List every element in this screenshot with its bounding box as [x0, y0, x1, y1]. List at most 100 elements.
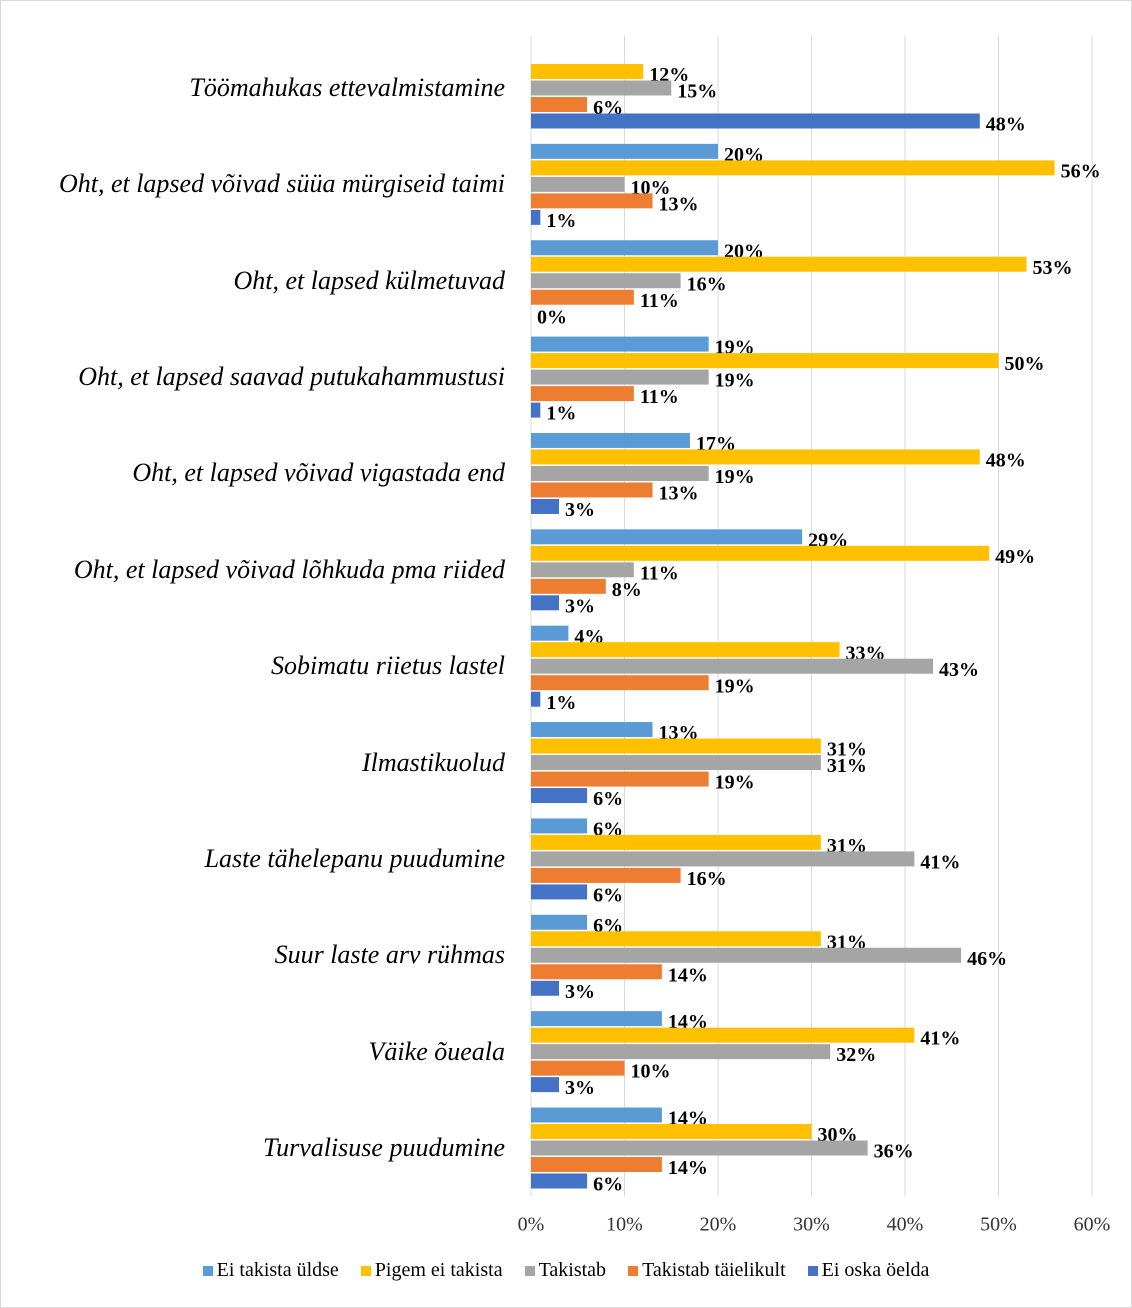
- legend-swatch: [628, 1265, 639, 1276]
- bar: [531, 1044, 831, 1060]
- bar: [531, 1107, 662, 1123]
- legend-swatch: [524, 1265, 535, 1276]
- bar: [531, 465, 709, 481]
- x-tick-label: 50%: [980, 1214, 1017, 1236]
- bar: [531, 336, 709, 352]
- legend-swatch: [807, 1265, 818, 1276]
- legend: Ei takista üldse Pigem ei takista Takistab…: [1, 1259, 1131, 1282]
- data-label: 31%: [827, 755, 867, 777]
- bar: [531, 931, 821, 947]
- data-label: 53%: [1033, 257, 1073, 279]
- category-label: Töömahukas ettevalmistamine: [189, 73, 505, 102]
- x-tick-label: 20%: [700, 1214, 737, 1236]
- bar: [531, 1140, 868, 1156]
- bar: [531, 771, 709, 787]
- bar: [531, 529, 803, 545]
- x-tick-label: 0%: [518, 1214, 545, 1236]
- bar: [531, 402, 541, 418]
- data-label: 31%: [827, 739, 867, 761]
- x-tick-label: 60%: [1074, 1214, 1111, 1236]
- legend-label: Ei oska öelda: [821, 1259, 930, 1281]
- data-label: 1%: [546, 692, 576, 714]
- category-label: Turvalisuse puudumine: [263, 1133, 505, 1162]
- category-label: Oht, et lapsed võivad vigastada end: [132, 458, 505, 488]
- data-label: 10%: [631, 1061, 671, 1083]
- data-label: 3%: [565, 1077, 595, 1099]
- bar: [531, 595, 560, 611]
- data-label: 41%: [920, 852, 960, 874]
- data-label: 6%: [593, 788, 623, 810]
- bar: [531, 788, 588, 804]
- bar: [531, 1173, 588, 1189]
- bar: [531, 386, 634, 402]
- bar: [531, 980, 560, 996]
- legend-item: Takistab täielikult: [628, 1259, 786, 1282]
- data-label: 11%: [640, 290, 679, 312]
- data-label: 32%: [836, 1044, 876, 1066]
- bar: [531, 482, 653, 498]
- bar: [531, 562, 634, 578]
- bar: [531, 113, 980, 129]
- bar: [531, 658, 934, 674]
- category-label: Oht, et lapsed saavad putukahammustusi: [78, 362, 505, 392]
- bar: [531, 193, 653, 209]
- bar: [531, 691, 541, 707]
- data-label: 1%: [546, 403, 576, 425]
- category-label: Väike õueala: [368, 1036, 505, 1066]
- bar: [531, 675, 709, 691]
- category-label: Sobimatu riietus lastel: [271, 651, 505, 681]
- legend-swatch: [202, 1265, 213, 1276]
- bar: [531, 1060, 625, 1076]
- bar: [531, 964, 662, 980]
- bar: [531, 642, 840, 658]
- data-label: 19%: [715, 466, 755, 488]
- category-label: Suur laste arv rühmas: [274, 940, 505, 970]
- data-label: 19%: [715, 675, 755, 697]
- data-label: 6%: [593, 885, 623, 907]
- data-label: 11%: [640, 562, 679, 584]
- bar: [531, 80, 672, 96]
- legend-item: Ei takista üldse: [202, 1259, 339, 1282]
- data-label: 43%: [939, 659, 979, 681]
- data-label: 19%: [715, 370, 755, 392]
- data-label: 49%: [995, 546, 1035, 568]
- data-label: 14%: [668, 1157, 708, 1179]
- bar: [531, 884, 588, 900]
- data-label: 16%: [687, 868, 727, 890]
- legend-item: Ei oska öelda: [807, 1259, 930, 1282]
- data-label: 1%: [546, 210, 576, 232]
- bar: [531, 738, 821, 754]
- legend-label: Takistab: [538, 1259, 607, 1281]
- legend-swatch: [360, 1265, 371, 1276]
- data-label: 8%: [612, 579, 642, 601]
- bar: [531, 578, 606, 594]
- bar: [531, 545, 990, 561]
- bar: [531, 818, 588, 834]
- category-label: Oht, et lapsed võivad süüa mürgiseid tai…: [58, 169, 505, 199]
- x-tick-label: 30%: [793, 1214, 830, 1236]
- data-label: 19%: [715, 772, 755, 794]
- bar: [531, 1124, 812, 1139]
- bar: [531, 353, 999, 369]
- legend-item: Pigem ei takista: [360, 1259, 503, 1282]
- data-label: 3%: [565, 981, 595, 1003]
- category-label: Oht, et lapsed külmetuvad: [233, 265, 506, 295]
- legend-label: Takistab täielikult: [642, 1259, 786, 1281]
- bar: [531, 449, 980, 465]
- bar: [531, 1011, 662, 1027]
- bar: [531, 851, 915, 867]
- bar: [531, 64, 644, 79]
- legend-item: Takistab: [524, 1259, 607, 1282]
- bar: [531, 722, 653, 738]
- category-label: Laste tähelepanu puudumine: [204, 843, 505, 873]
- bar: [531, 160, 1055, 176]
- data-label: 41%: [920, 1028, 960, 1050]
- data-label: 36%: [874, 1141, 914, 1163]
- data-label: 6%: [593, 1174, 623, 1196]
- data-label: 50%: [1005, 353, 1045, 375]
- bar: [531, 1077, 560, 1093]
- data-label: 13%: [659, 483, 699, 505]
- bar: [531, 432, 690, 448]
